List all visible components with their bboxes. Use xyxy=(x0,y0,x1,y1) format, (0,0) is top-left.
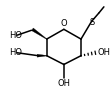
Polygon shape xyxy=(32,28,47,39)
Text: OH: OH xyxy=(57,79,70,88)
Polygon shape xyxy=(37,54,47,57)
Text: HO: HO xyxy=(10,31,23,40)
Text: O: O xyxy=(61,19,67,28)
Text: HO: HO xyxy=(10,48,23,57)
Text: OH: OH xyxy=(97,48,110,57)
Text: S: S xyxy=(90,18,95,27)
